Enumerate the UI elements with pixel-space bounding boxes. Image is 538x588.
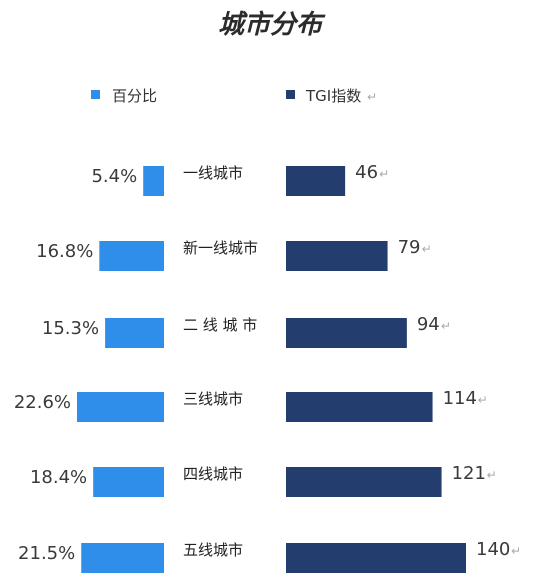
return-mark: ↵ xyxy=(511,544,521,558)
category-label: 四线城市 xyxy=(183,465,243,483)
percent-bar xyxy=(105,318,164,348)
legend-label-percent: 百分比 xyxy=(112,87,157,105)
percent-bar xyxy=(81,543,164,573)
category-label: 新一线城市 xyxy=(183,239,258,257)
tgi-bar xyxy=(286,318,407,348)
return-mark: ↵ xyxy=(379,167,389,181)
tgi-label: 46 xyxy=(355,162,378,183)
tgi-label: 114 xyxy=(443,388,477,409)
legend-swatch-percent xyxy=(91,90,100,99)
tgi-label: 140 xyxy=(476,539,510,560)
percent-bar xyxy=(77,392,164,422)
percent-bar xyxy=(143,166,164,196)
category-label: 二 线 城 市 xyxy=(183,316,257,334)
percent-label: 22.6% xyxy=(14,392,71,413)
tgi-bar xyxy=(286,392,433,422)
category-label: 三线城市 xyxy=(183,390,243,408)
return-mark: ↵ xyxy=(441,319,451,333)
category-label: 一线城市 xyxy=(183,164,243,182)
legend-swatch-tgi xyxy=(286,90,295,99)
category-label: 五线城市 xyxy=(183,541,243,559)
return-mark: ↵ xyxy=(487,468,497,482)
tgi-bar xyxy=(286,543,466,573)
legend-return-mark: ↵ xyxy=(367,90,377,104)
percent-label: 5.4% xyxy=(91,166,137,187)
tgi-bar xyxy=(286,241,388,271)
percent-label: 15.3% xyxy=(42,318,99,339)
chart-rows: 5.4% 一线城市 46 ↵16.8% 新一线城市 79 ↵15.3% 二 线 城 市 94 ↵2… xyxy=(14,162,521,573)
legend-label-tgi: TGI指数 xyxy=(305,87,361,105)
percent-label: 18.4% xyxy=(30,467,87,488)
tgi-bar xyxy=(286,166,346,196)
legend: 百分比 TGI指数 ↵ xyxy=(91,87,377,105)
tgi-label: 94 xyxy=(417,314,440,335)
percent-bar xyxy=(93,467,164,497)
percent-label: 21.5% xyxy=(18,543,75,564)
tgi-label: 121 xyxy=(452,463,486,484)
tgi-label: 79 xyxy=(398,237,421,258)
chart-title: 城市分布 xyxy=(218,10,326,40)
tgi-bar xyxy=(286,467,442,497)
return-mark: ↵ xyxy=(422,242,432,256)
return-mark: ↵ xyxy=(478,393,488,407)
percent-bar xyxy=(99,241,164,271)
percent-label: 16.8% xyxy=(36,241,93,262)
